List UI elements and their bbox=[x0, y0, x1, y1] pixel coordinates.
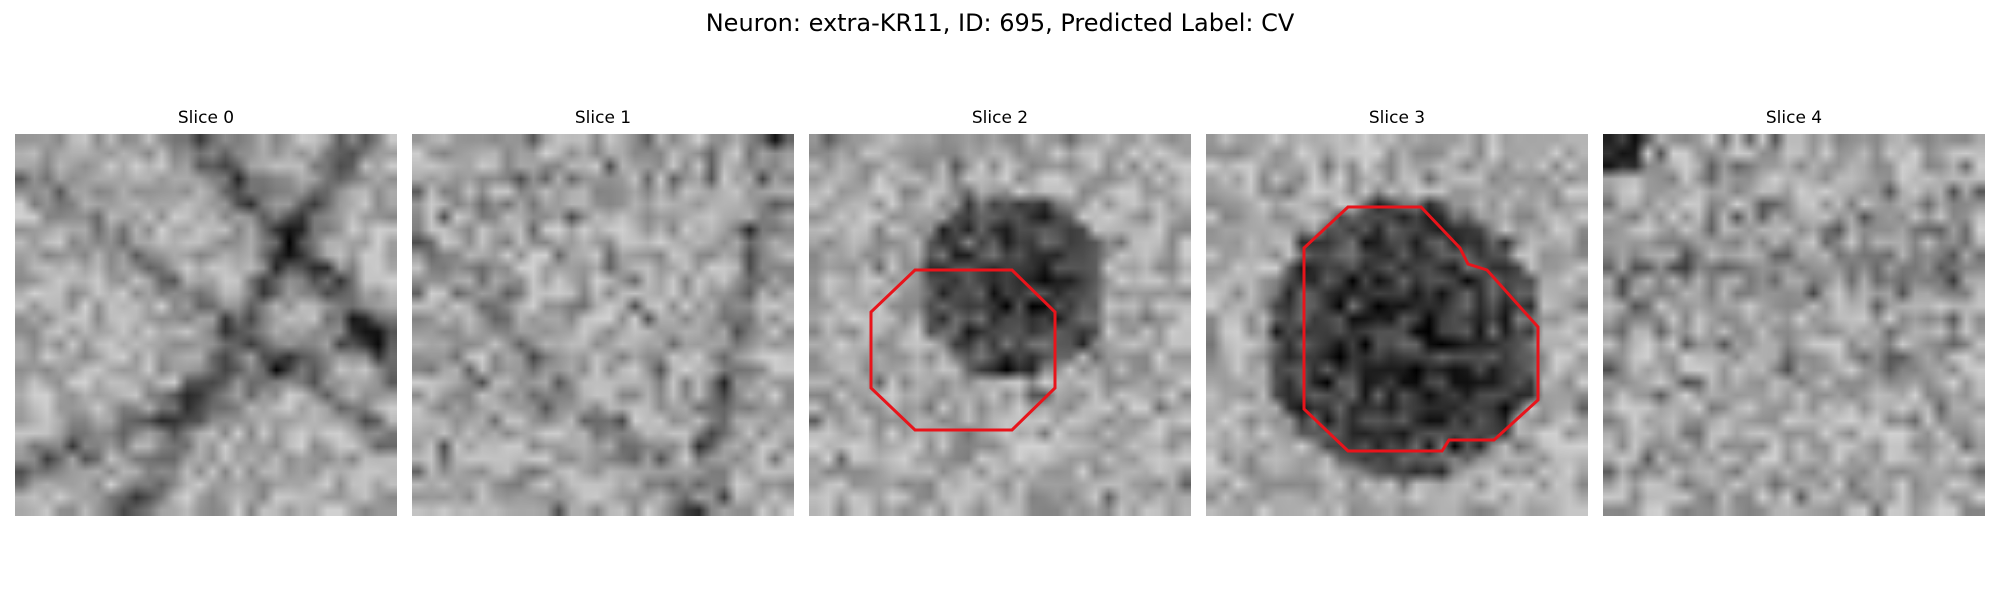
slice-panel: Slice 2 bbox=[809, 106, 1191, 516]
slice-title: Slice 1 bbox=[574, 108, 632, 128]
slice-title: Slice 0 bbox=[177, 108, 235, 128]
slice-panel: Slice 0 bbox=[15, 106, 397, 516]
slice-title: Slice 2 bbox=[971, 108, 1029, 128]
slice-title: Slice 4 bbox=[1765, 108, 1823, 128]
figure-title: Neuron: extra-KR11, ID: 695, Predicted L… bbox=[705, 9, 1295, 37]
slice-title: Slice 3 bbox=[1368, 108, 1426, 128]
grayscale-slice-image bbox=[809, 134, 1191, 516]
slice-panel: Slice 3 bbox=[1206, 106, 1588, 516]
slice-panel: Slice 4 bbox=[1603, 106, 1985, 516]
grayscale-slice-image bbox=[1206, 134, 1588, 516]
grayscale-slice-image bbox=[1603, 134, 1985, 516]
grayscale-slice-image bbox=[412, 134, 794, 516]
grayscale-slice-image bbox=[15, 134, 397, 516]
slice-panel: Slice 1 bbox=[412, 106, 794, 516]
